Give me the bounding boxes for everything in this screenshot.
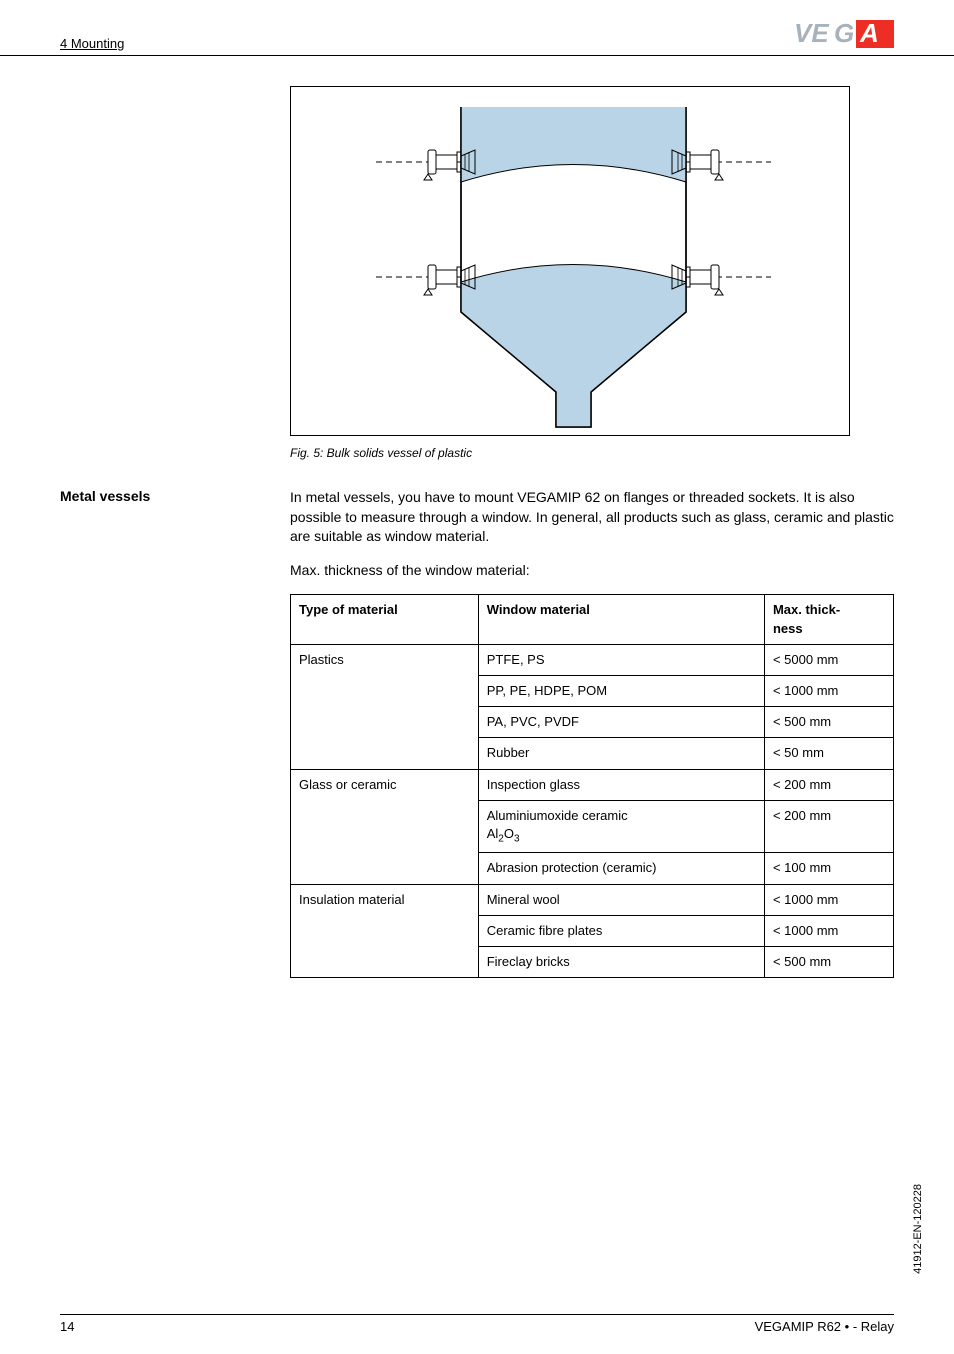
- td-max: < 200 mm: [764, 800, 893, 853]
- figure-vessel: [290, 86, 850, 436]
- th-type: Type of material: [291, 595, 479, 644]
- td-max: < 500 mm: [764, 947, 893, 978]
- section-metal-vessels: Metal vessels In metal vessels, you have…: [60, 488, 894, 978]
- material-table: Type of material Window material Max. th…: [290, 594, 894, 978]
- td-max: < 5000 mm: [764, 644, 893, 675]
- svg-text:G: G: [834, 20, 854, 48]
- td-type: Plastics: [291, 644, 479, 769]
- svg-text:VE: VE: [794, 20, 829, 48]
- table-row: Glass or ceramic Inspection glass < 200 …: [291, 769, 894, 800]
- table-header-row: Type of material Window material Max. th…: [291, 595, 894, 644]
- vega-logo: VE G A: [794, 20, 894, 51]
- td-win: Ceramic fibre plates: [478, 915, 764, 946]
- td-max: < 1000 mm: [764, 884, 893, 915]
- td-win: PP, PE, HDPE, POM: [478, 675, 764, 706]
- td-max: < 50 mm: [764, 738, 893, 769]
- paragraph-2: Max. thickness of the window material:: [290, 561, 894, 581]
- paragraph-1: In metal vessels, you have to mount VEGA…: [290, 488, 894, 547]
- td-max: < 200 mm: [764, 769, 893, 800]
- td-win: Fireclay bricks: [478, 947, 764, 978]
- td-type: Glass or ceramic: [291, 769, 479, 884]
- td-max: < 1000 mm: [764, 675, 893, 706]
- td-win: PTFE, PS: [478, 644, 764, 675]
- section-body: In metal vessels, you have to mount VEGA…: [290, 488, 894, 978]
- td-win: Inspection glass: [478, 769, 764, 800]
- td-win: Aluminiumoxide ceramicAl2O3: [478, 800, 764, 853]
- td-win: Abrasion protection (ceramic): [478, 853, 764, 884]
- doc-number-vertical: 41912-EN-120228: [912, 1184, 924, 1274]
- header-section: 4 Mounting: [60, 36, 124, 51]
- page-content: Fig. 5: Bulk solids vessel of plastic Me…: [0, 56, 954, 978]
- td-max: < 500 mm: [764, 707, 893, 738]
- td-win: Mineral wool: [478, 884, 764, 915]
- figure-caption: Fig. 5: Bulk solids vessel of plastic: [290, 446, 894, 460]
- section-label: Metal vessels: [60, 488, 290, 978]
- td-max: < 1000 mm: [764, 915, 893, 946]
- page-number: 14: [60, 1319, 74, 1334]
- td-max: < 100 mm: [764, 853, 893, 884]
- th-window: Window material: [478, 595, 764, 644]
- page-footer: 14 VEGAMIP R62 • - Relay: [60, 1314, 894, 1334]
- table-row: Insulation material Mineral wool < 1000 …: [291, 884, 894, 915]
- doc-title: VEGAMIP R62 • - Relay: [755, 1319, 894, 1334]
- table-row: Plastics PTFE, PS < 5000 mm: [291, 644, 894, 675]
- svg-text:A: A: [859, 20, 879, 48]
- th-max: Max. thick-ness: [764, 595, 893, 644]
- td-win: Rubber: [478, 738, 764, 769]
- page-header: 4 Mounting VE G A: [0, 0, 954, 56]
- td-type: Insulation material: [291, 884, 479, 978]
- td-win: PA, PVC, PVDF: [478, 707, 764, 738]
